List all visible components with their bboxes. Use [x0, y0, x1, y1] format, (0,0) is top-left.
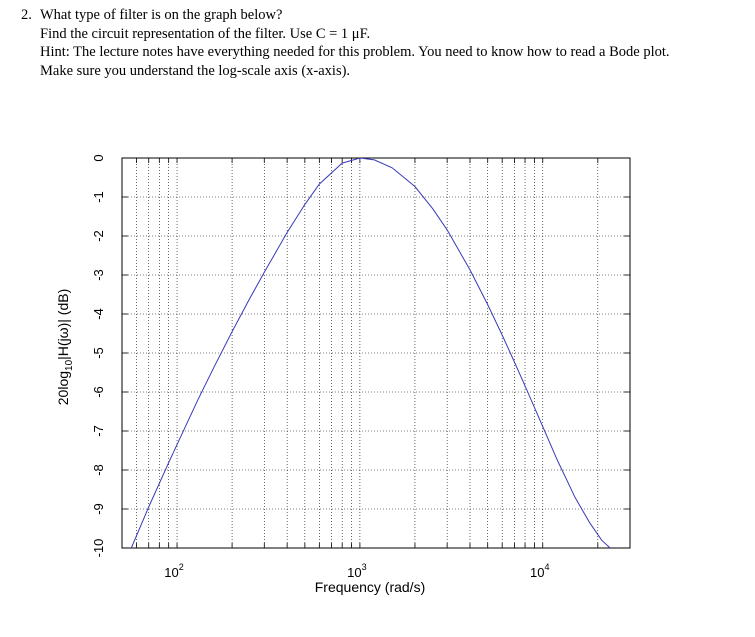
- y-tick-label: 0: [91, 154, 106, 161]
- problem-statement: 2. What type of filter is on the graph be…: [21, 6, 741, 80]
- y-tick-label: -5: [91, 347, 106, 359]
- x-tick-exponent: 4: [544, 562, 549, 572]
- axis-ticks: [121, 157, 631, 549]
- series-layer: [130, 158, 618, 548]
- y-tick-label: -9: [91, 503, 106, 515]
- question-text: What type of filter is on the graph belo…: [40, 7, 283, 23]
- y-tick-label: -3: [91, 269, 106, 281]
- y-tick-label: -4: [91, 308, 106, 320]
- x-tick-label: 103: [347, 562, 366, 580]
- x-tick-exponent: 2: [179, 562, 184, 572]
- magnitude-response-line: [130, 158, 618, 548]
- y-tick-label: -2: [91, 230, 106, 242]
- capacitance-unit: μF.: [351, 25, 371, 42]
- y-tick-label: -7: [91, 425, 106, 437]
- question-line: 2. What type of filter is on the graph be…: [21, 6, 741, 25]
- hint-line: Hint: The lecture notes have everything …: [40, 44, 670, 60]
- instruction-text: Find the circuit representation of the f…: [40, 25, 352, 42]
- y-axis-label-subscript: 10: [64, 359, 75, 371]
- x-tick-base: 10: [164, 565, 178, 580]
- x-tick-exponent: 3: [362, 562, 367, 572]
- y-axis-label-prefix: 20log: [55, 371, 71, 405]
- y-tick-label: -8: [91, 464, 106, 476]
- x-tick-label: 102: [164, 562, 183, 580]
- problem-number: 2.: [21, 7, 32, 23]
- x-tick-base: 10: [347, 565, 361, 580]
- y-axis-label: 20log10|H(jω)| (dB): [55, 289, 75, 405]
- y-tick-label: -6: [91, 386, 106, 398]
- plot-frame: [121, 157, 631, 549]
- y-tick-label: -1: [91, 191, 106, 203]
- reminder-line: Make sure you understand the log-scale a…: [40, 62, 351, 79]
- x-tick-label: 104: [530, 562, 549, 580]
- x-axis-label: Frequency (rad/s): [315, 579, 425, 595]
- x-tick-base: 10: [530, 565, 544, 580]
- grid-lines: [121, 158, 631, 548]
- instruction-line: Find the circuit representation of the f…: [21, 25, 741, 44]
- y-tick-label: -10: [91, 539, 106, 558]
- y-axis-label-suffix: |H(jω)| (dB): [55, 289, 71, 360]
